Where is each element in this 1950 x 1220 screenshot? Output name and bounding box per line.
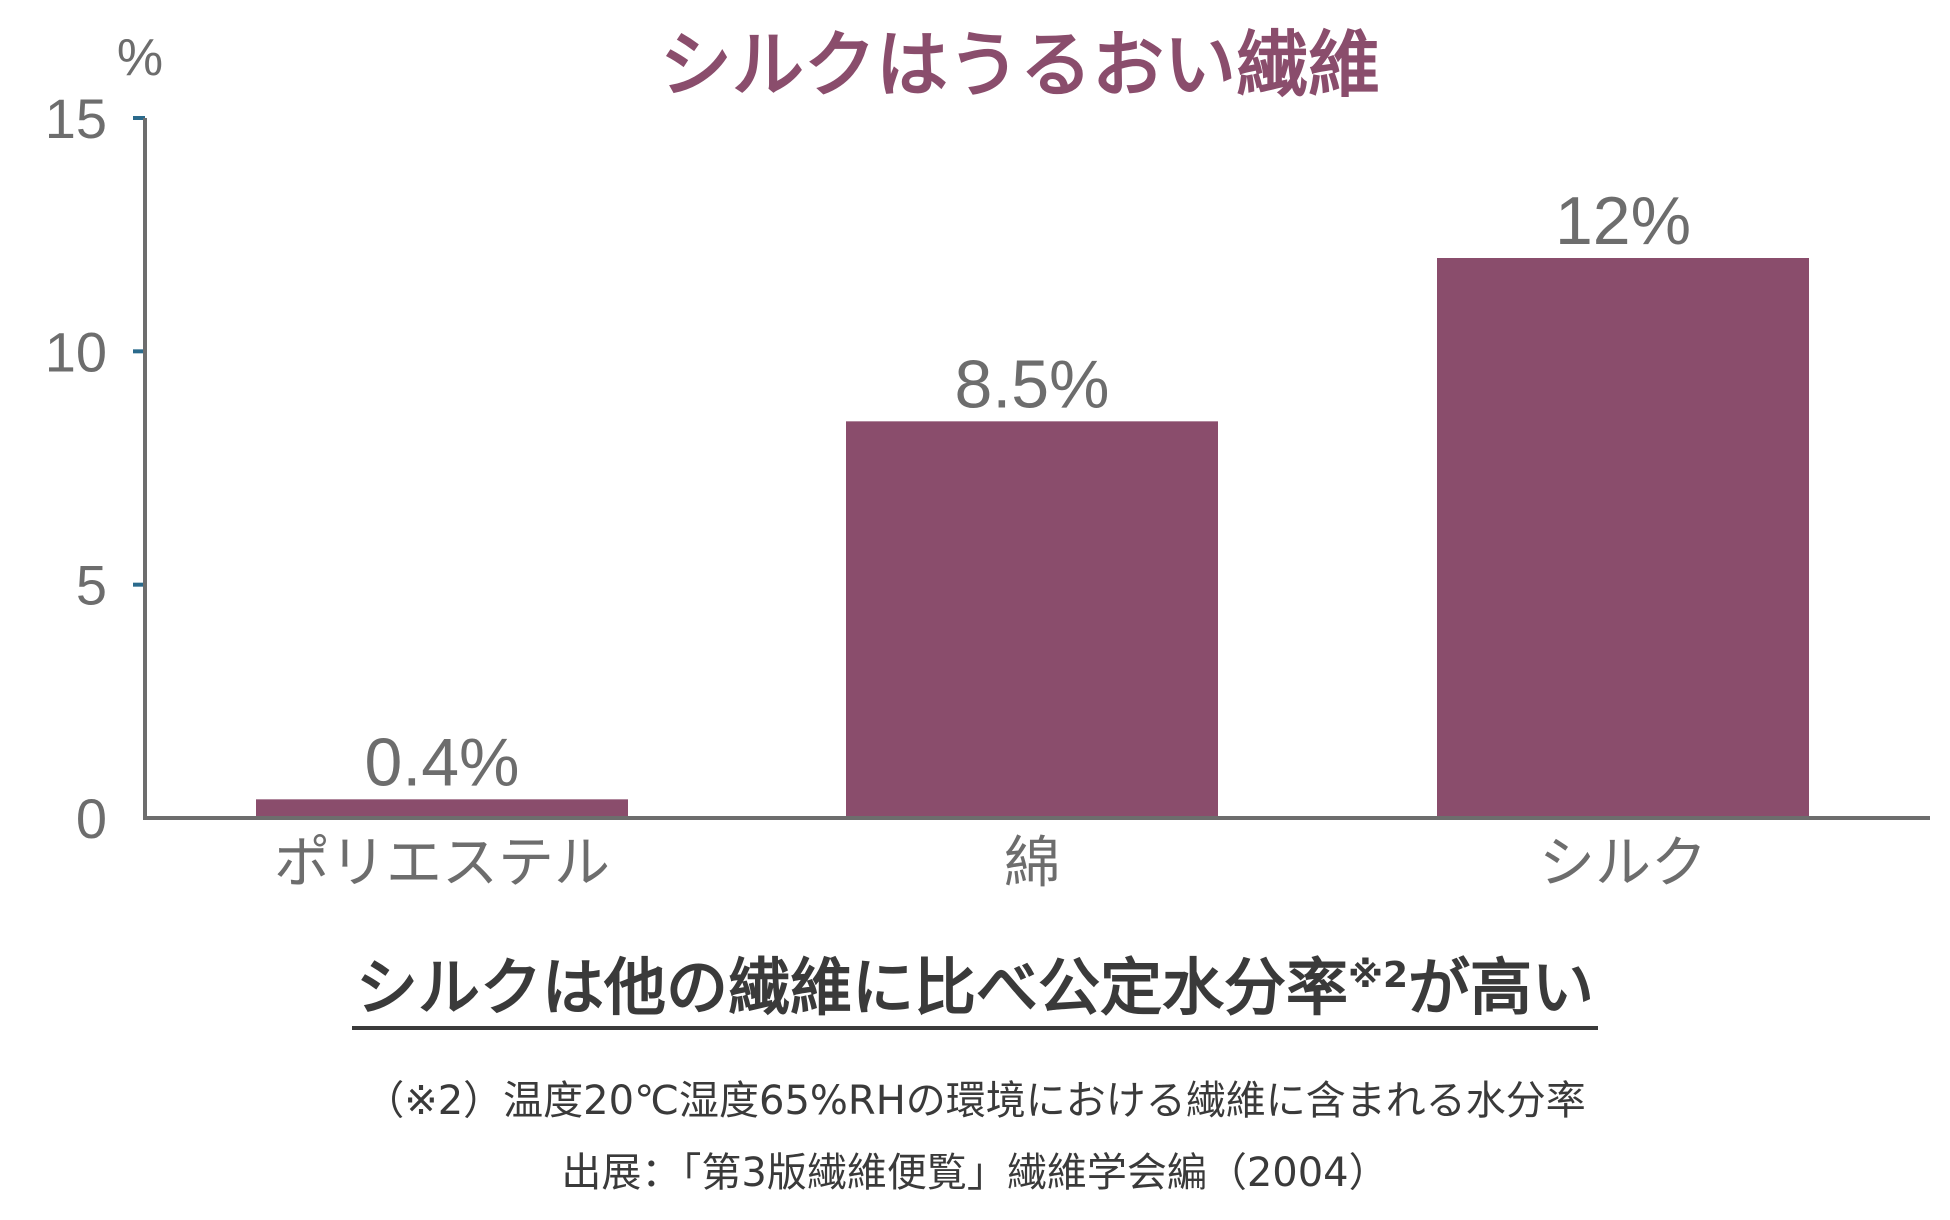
y-axis-unit-label: % — [117, 29, 163, 87]
source-text: 出展：「第3版繊維便覧」繊維学会編（2004） — [561, 1150, 1389, 1196]
bar — [256, 799, 628, 818]
y-tick-label: 10 — [45, 320, 107, 383]
y-tick-label: 5 — [76, 554, 107, 617]
x-category-label: ポリエステル — [274, 831, 610, 896]
bar-value-label: 12% — [1555, 183, 1691, 259]
x-category-label: シルク — [1539, 831, 1707, 896]
bar-value-label: 0.4% — [365, 724, 520, 800]
headline-text: シルクは他の繊維に比べ公定水分率※2が高い — [351, 950, 1599, 1030]
y-tick-label: 15 — [45, 87, 107, 150]
bar — [846, 421, 1218, 818]
chart-title: シルクはうるおい繊維 — [660, 23, 1380, 107]
bar-value-label: 8.5% — [955, 346, 1110, 422]
bar-chart: シルクはうるおい繊維 % 0 5 10 15 0.4% ポリエステル 8.5% 綿 12% シル… — [45, 23, 1930, 896]
headline-main: シルクは他の繊維に比べ公定水分率 — [355, 951, 1348, 1024]
headline: シルクは他の繊維に比べ公定水分率※2が高い — [0, 950, 1950, 1030]
y-tick-label: 0 — [76, 787, 107, 850]
headline-footnote-mark: ※2 — [1347, 955, 1409, 996]
x-category-label: 綿 — [1004, 831, 1060, 896]
headline-tail: が高い — [1408, 951, 1595, 1024]
footnote-text: （※2）温度20℃湿度65%RHの環境における繊維に含まれる水分率 — [364, 1078, 1586, 1124]
bar — [1437, 258, 1809, 818]
